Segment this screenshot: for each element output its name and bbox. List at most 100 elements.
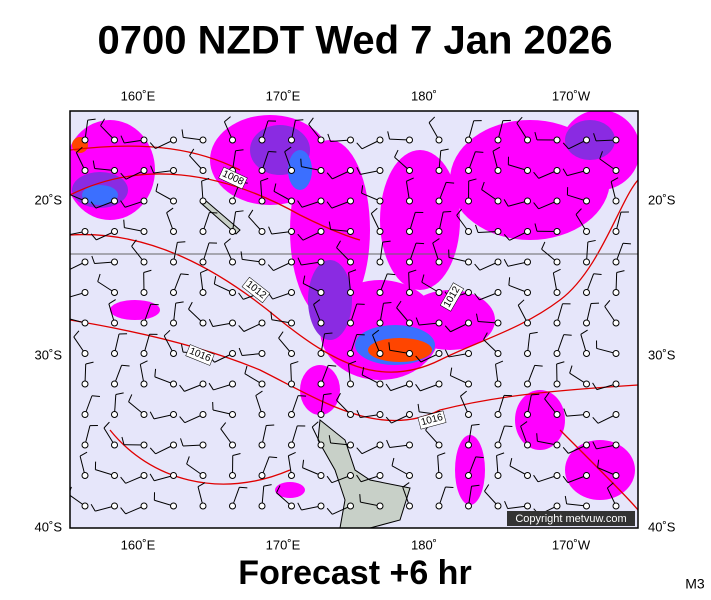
station — [612, 380, 620, 388]
barb-tick — [208, 319, 214, 327]
barb-tick — [91, 395, 100, 397]
barb-tick — [533, 171, 540, 179]
barb-tick — [356, 142, 363, 150]
barb-tick — [496, 452, 505, 457]
station — [583, 441, 590, 449]
station — [553, 472, 561, 479]
barb-tick — [180, 273, 189, 276]
station — [199, 472, 207, 479]
station — [494, 136, 502, 144]
barb-tick — [186, 456, 190, 465]
barb-tick — [273, 183, 277, 192]
station — [258, 472, 266, 479]
barb-tick — [179, 416, 186, 424]
station — [317, 228, 325, 235]
station — [347, 258, 354, 266]
station — [524, 380, 531, 388]
station — [288, 502, 295, 510]
station — [465, 319, 472, 327]
station — [140, 441, 148, 449]
barb-tick — [311, 421, 319, 428]
barb-tick — [440, 148, 449, 152]
barb-tick — [324, 332, 333, 335]
station — [111, 319, 118, 327]
station — [288, 441, 295, 449]
station — [288, 228, 295, 235]
station — [376, 319, 384, 327]
top-label: 160˚E — [121, 88, 156, 103]
barb-tick — [313, 299, 321, 305]
station — [583, 411, 590, 418]
barb-tick — [553, 268, 561, 274]
station — [465, 350, 472, 357]
barb-tick — [87, 118, 96, 121]
bottom-label: 160˚E — [121, 537, 156, 552]
barb-tick — [328, 364, 337, 367]
station — [288, 472, 295, 479]
station — [347, 136, 354, 144]
station — [229, 380, 236, 388]
station — [199, 411, 207, 418]
barb-tick — [428, 116, 436, 123]
barb-tick — [326, 172, 333, 180]
station — [465, 228, 472, 235]
station — [111, 411, 118, 418]
barb-tick — [276, 485, 281, 493]
station — [583, 319, 590, 327]
station — [317, 350, 325, 357]
barb-tick — [408, 269, 417, 273]
station — [199, 167, 207, 174]
barb-tick — [268, 226, 273, 235]
station — [465, 472, 472, 479]
station — [170, 502, 177, 510]
barb-tick — [536, 433, 538, 442]
station — [81, 350, 89, 357]
station — [465, 167, 472, 174]
station — [583, 136, 590, 144]
station — [435, 167, 443, 174]
barb-tick — [180, 438, 184, 447]
station — [288, 197, 295, 205]
station — [435, 472, 443, 479]
barb-tick — [610, 177, 619, 183]
station — [376, 197, 384, 205]
station — [347, 502, 354, 510]
barb-tick — [248, 209, 254, 217]
station — [524, 136, 531, 144]
station — [406, 441, 413, 449]
barb-tick — [516, 116, 523, 124]
station — [229, 289, 236, 296]
isobar-label-bg — [185, 344, 215, 366]
bottom-label: 170˚W — [552, 537, 591, 552]
station — [258, 319, 266, 327]
barb-tick — [323, 393, 332, 396]
station — [435, 350, 443, 357]
station — [524, 258, 531, 266]
station — [258, 228, 266, 235]
barb-tick — [213, 276, 217, 285]
station — [553, 197, 561, 205]
barb-tick — [563, 408, 568, 417]
station — [435, 258, 443, 266]
barb-tick — [456, 208, 463, 216]
barb-tick — [385, 383, 392, 391]
barb-tick — [562, 142, 569, 150]
barb-tick — [533, 202, 539, 210]
station — [435, 228, 443, 235]
station — [258, 197, 266, 205]
barb-tick — [120, 135, 125, 144]
station — [111, 136, 118, 144]
station — [583, 197, 590, 205]
station — [406, 136, 413, 144]
station — [111, 380, 118, 388]
station — [583, 350, 590, 357]
barb-tick — [302, 459, 305, 468]
barb-tick — [297, 257, 302, 266]
barb-tick — [356, 447, 363, 455]
station — [111, 441, 118, 449]
station — [81, 380, 89, 388]
barb-tick — [150, 165, 155, 174]
barb-tick — [534, 223, 538, 232]
station — [140, 502, 148, 510]
title: 0700 NZDT Wed 7 Jan 2026 — [97, 19, 612, 63]
